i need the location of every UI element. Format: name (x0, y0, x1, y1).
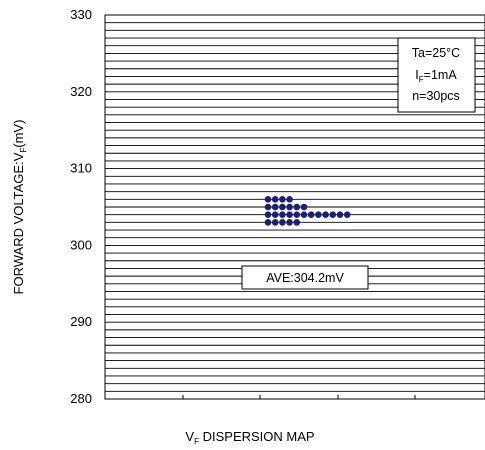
plot-frame (104, 14, 485, 400)
data-point (286, 203, 293, 211)
x-axis-label: VF DISPERSION MAP (185, 429, 314, 446)
data-point (293, 219, 301, 226)
data-point (264, 211, 272, 218)
data-point (264, 203, 272, 211)
data-point (279, 219, 286, 226)
y-axis-label: FORWARD VOLTAGE:VF(mV) (11, 120, 28, 295)
conditions-box: Ta=25°C IF=1mA n=30pcs (397, 37, 476, 113)
data-point (300, 211, 308, 218)
data-point (286, 196, 293, 203)
data-point (293, 203, 301, 211)
data-point (300, 203, 308, 211)
y-tick-label: 310 (70, 161, 92, 176)
y-axis-ticks (182, 395, 416, 399)
data-point (293, 211, 301, 218)
data-point (286, 219, 293, 226)
data-point (286, 211, 293, 218)
data-point (271, 219, 279, 226)
data-point (271, 211, 279, 218)
data-point (271, 203, 279, 211)
data-point (307, 211, 315, 218)
data-point (343, 211, 351, 218)
y-tick-label: 320 (70, 84, 92, 99)
data-point (336, 211, 344, 218)
y-axis-tick-labels: 280 290 300 310 320 330 (70, 7, 92, 406)
condition-current: IF=1mA (415, 68, 457, 84)
average-label: AVE:304.2mV (266, 271, 344, 285)
data-point (271, 196, 279, 203)
average-box: AVE:304.2mV (241, 265, 369, 290)
data-point (264, 219, 272, 226)
y-tick-label: 330 (70, 7, 92, 22)
condition-temperature: Ta=25°C (412, 46, 460, 60)
y-tick-label: 280 (70, 391, 92, 406)
data-points (264, 196, 351, 226)
data-point (264, 196, 272, 203)
y-tick-label: 300 (70, 237, 92, 252)
data-point (322, 211, 329, 218)
data-point (279, 203, 286, 211)
data-point (279, 211, 286, 218)
condition-sample-count: n=30pcs (412, 89, 460, 103)
y-tick-label: 290 (70, 314, 92, 329)
data-point (329, 211, 337, 218)
data-point (315, 211, 322, 218)
data-point (279, 196, 286, 203)
